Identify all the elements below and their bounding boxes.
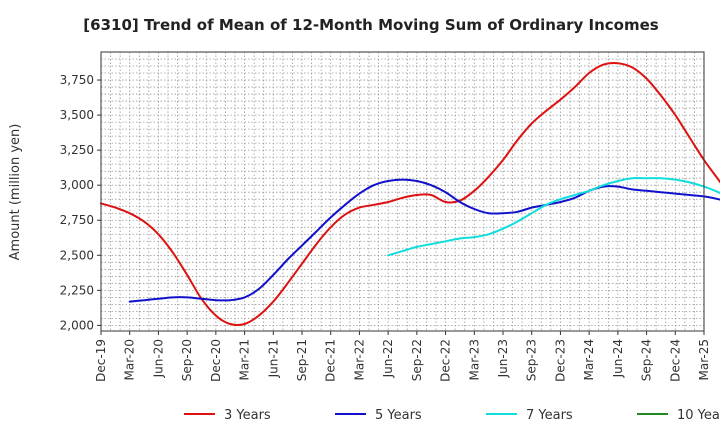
x-tick-label: Dec-24 — [668, 339, 682, 382]
x-tick-label: Dec-23 — [553, 339, 567, 382]
x-tick-label: Jun-23 — [496, 339, 510, 378]
x-tick-label: Dec-21 — [324, 339, 338, 382]
series-lines — [100, 61, 720, 327]
x-tick-label: Sep-24 — [640, 339, 654, 381]
series-line-5-years — [128, 178, 720, 303]
series-line-3-years — [100, 61, 720, 327]
x-tick-label: Dec-20 — [209, 339, 223, 382]
y-tick-label: 2,500 — [60, 248, 94, 262]
x-tick-label: Sep-23 — [525, 339, 539, 381]
y-tick-label: 2,750 — [60, 213, 94, 227]
legend-label-10-years: 10 Years — [677, 408, 720, 423]
y-tick-label: 3,250 — [60, 143, 94, 157]
x-tick-label: Dec-19 — [94, 339, 108, 382]
y-tick-label: 2,250 — [60, 283, 94, 297]
y-tick-label: 3,500 — [60, 108, 94, 122]
x-tick-label: Mar-25 — [697, 339, 711, 380]
x-tick-label: Sep-22 — [410, 339, 424, 381]
y-tick-label: 2,000 — [60, 318, 94, 332]
x-tick-label: Mar-24 — [582, 339, 596, 380]
x-tick-label: Jun-20 — [151, 339, 165, 378]
chart-title: [6310] Trend of Mean of 12-Month Moving … — [83, 16, 658, 34]
plot-border — [100, 51, 705, 332]
x-tick-label: Sep-20 — [180, 339, 194, 381]
x-axis-ticks: Dec-19 Mar-20 Jun-20 Sep-20 Dec-20 Mar-21 Jun-… — [94, 331, 711, 382]
x-tick-label: Jun-22 — [381, 339, 395, 378]
x-tick-label: Mar-21 — [238, 339, 252, 380]
x-tick-label: Mar-22 — [352, 339, 366, 380]
plot-area — [101, 52, 704, 331]
x-tick-label: Mar-23 — [467, 339, 481, 380]
x-tick-label: Dec-22 — [439, 339, 453, 382]
y-tick-label: 3,000 — [60, 178, 94, 192]
legend-label-5-years: 5 Years — [375, 408, 422, 423]
x-tick-label: Sep-21 — [295, 339, 309, 381]
x-tick-label: Jun-24 — [611, 339, 625, 378]
x-tick-label: Jun-21 — [266, 339, 280, 378]
y-axis-label: Amount (million yen) — [8, 124, 23, 261]
grid-lines — [100, 52, 705, 331]
legend-label-3-years: 3 Years — [224, 408, 271, 423]
x-tick-label: Mar-20 — [123, 339, 137, 380]
y-tick-label: 3,750 — [60, 73, 94, 87]
legend: 3 Years 5 Years 7 Years 10 Years — [184, 408, 720, 423]
legend-label-7-years: 7 Years — [526, 408, 573, 423]
y-axis-ticks: 2,000 2,250 2,500 2,750 3,000 3,250 3,500 3,750 — [60, 73, 101, 332]
series-line-7-years — [387, 176, 720, 257]
